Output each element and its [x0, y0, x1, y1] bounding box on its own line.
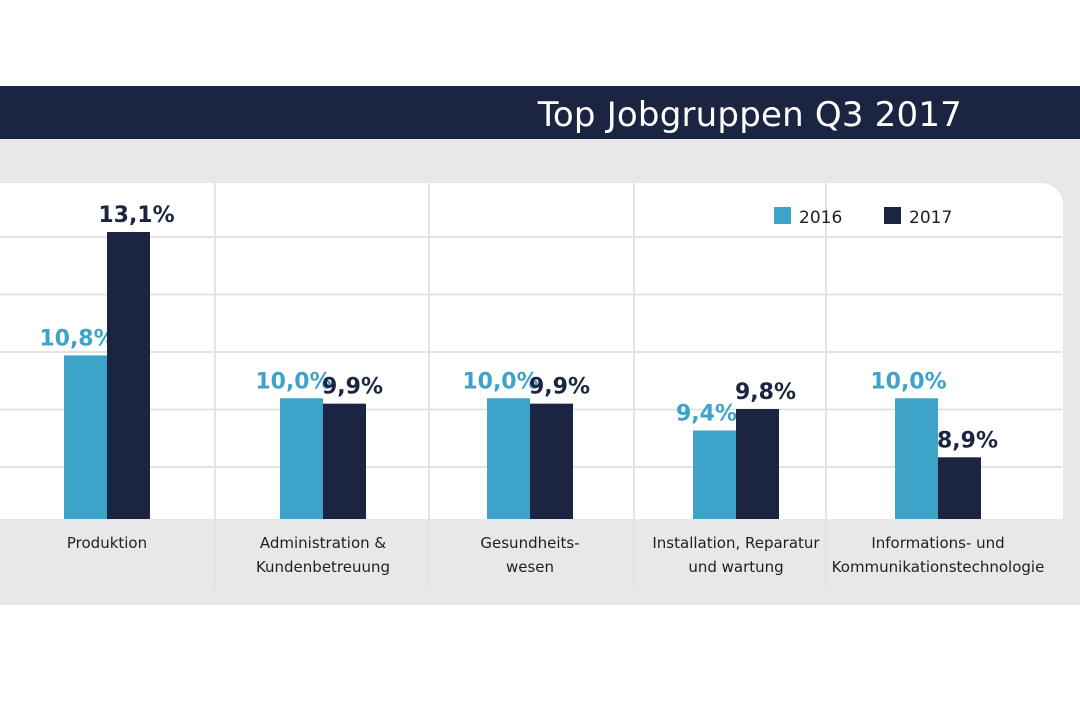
data-label-2016-4: 9,4% — [676, 401, 737, 426]
bar-2017-5 — [938, 457, 981, 519]
header-bar: Top Jobgruppen Q3 2017 — [0, 86, 1080, 139]
data-label-2016-5: 10,0% — [870, 369, 946, 394]
data-label-2016-3: 10,0% — [462, 369, 538, 394]
data-label-2017-2: 9,9% — [322, 375, 383, 400]
category-label-5: Informations- und — [871, 534, 1004, 552]
category-label-3: Gesundheits- — [480, 534, 579, 552]
data-label-2017-3: 9,9% — [529, 375, 590, 400]
bar-2017-2 — [323, 403, 366, 519]
data-label-2016-1: 10,8% — [39, 326, 115, 351]
bar-2017-4 — [736, 409, 779, 519]
bar-2017-1 — [107, 232, 150, 519]
legend-swatch-2017 — [884, 207, 901, 224]
bar-2016-4 — [693, 430, 736, 519]
category-label-4: Installation, Reparatur — [652, 534, 820, 552]
data-label-2017-1: 13,1% — [98, 203, 174, 228]
category-label-2: Kundenbetreuung — [256, 558, 390, 576]
bar-2016-1 — [64, 355, 107, 519]
bar-2016-3 — [487, 398, 530, 519]
bar-2017-3 — [530, 403, 573, 519]
legend-label-2016: 2016 — [799, 208, 842, 228]
bar-2016-2 — [280, 398, 323, 519]
category-label-4: und wartung — [688, 558, 783, 576]
data-label-2016-2: 10,0% — [255, 369, 331, 394]
bar-2016-5 — [895, 398, 938, 519]
legend-swatch-2016 — [774, 207, 791, 224]
category-label-1: Produktion — [67, 534, 147, 552]
data-label-2017-4: 9,8% — [735, 380, 796, 405]
category-label-2: Administration & — [260, 534, 387, 552]
category-label-5: Kommunikationstechnologie — [832, 558, 1045, 576]
legend-label-2017: 2017 — [909, 208, 952, 228]
data-label-2017-5: 8,9% — [937, 428, 998, 453]
category-label-3: wesen — [506, 558, 554, 576]
chart-title: Top Jobgruppen Q3 2017 — [537, 95, 962, 135]
